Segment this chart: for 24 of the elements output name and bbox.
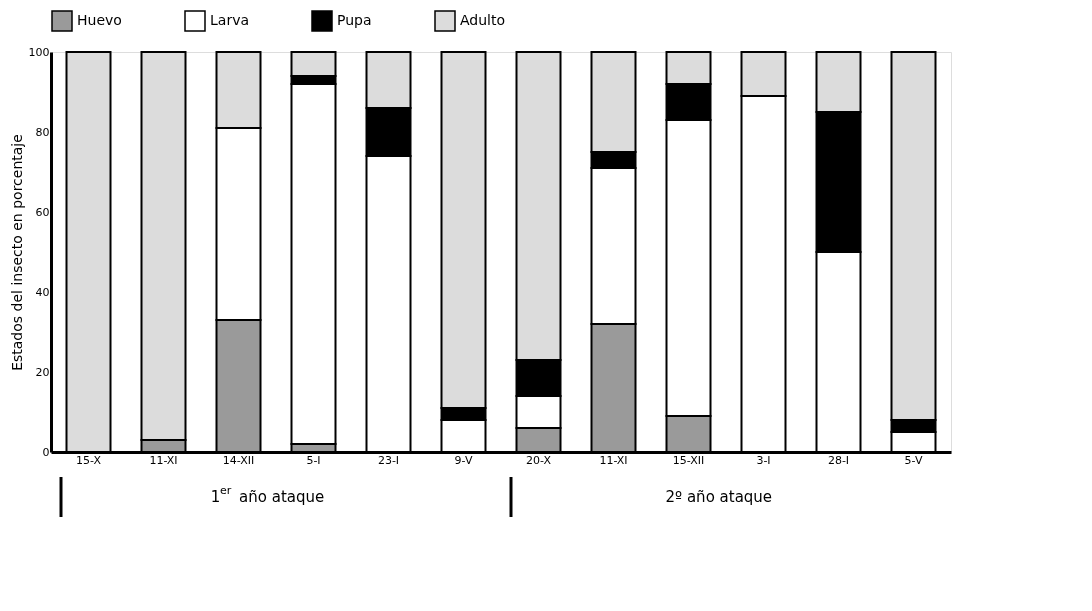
x-tick-label: 15-X: [76, 453, 102, 467]
x-tick-label: 11-XI: [149, 453, 178, 467]
legend-label: Adulto: [460, 12, 506, 28]
x-tick-label: 9-V: [454, 453, 473, 467]
legend-label: Pupa: [337, 12, 372, 28]
legend-label: Huevo: [77, 12, 122, 28]
x-tick-label: 15-XII: [672, 453, 705, 467]
y-tick-label: 0: [42, 445, 50, 459]
y-axis-title: Estados del insecto en porcentaje: [8, 134, 25, 371]
y-tick-label: 60: [35, 205, 50, 219]
x-tick-label: 3-I: [756, 453, 771, 467]
x-tick-label: 28-I: [827, 453, 850, 467]
y-tick-label: 20: [35, 365, 50, 379]
text: 2º año ataque: [665, 488, 773, 506]
y-tick-label: 40: [35, 285, 50, 299]
x-tick-label: 11-XI: [599, 453, 628, 467]
legend-label: Larva: [210, 12, 249, 28]
x-tick-label: 14-XII: [222, 453, 255, 467]
x-tick-label: 23-I: [377, 453, 400, 467]
x-tick-label: 5-V: [904, 453, 923, 467]
x-tick-label: 20-X: [526, 453, 552, 467]
y-tick-label: 100: [28, 45, 50, 59]
x-tick-label: 5-I: [306, 453, 321, 467]
y-tick-label: 80: [35, 125, 50, 139]
